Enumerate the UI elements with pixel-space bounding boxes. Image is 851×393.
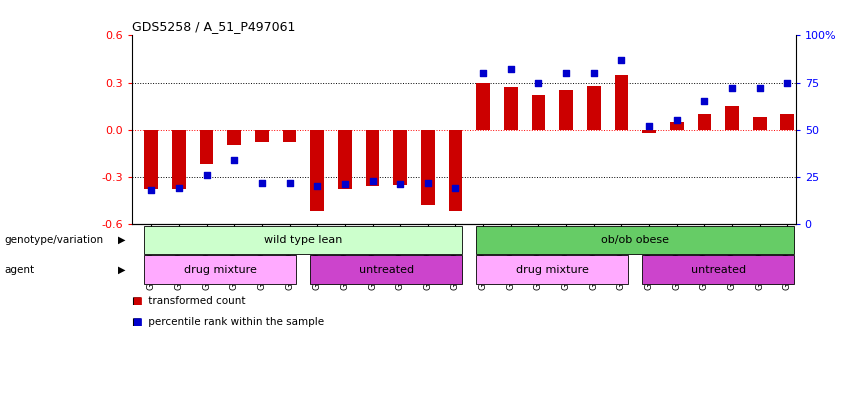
Bar (227, 130, 241, 145)
Text: ▶: ▶ (117, 264, 125, 275)
Point (614, 57, 628, 63)
Bar (477, 83, 490, 130)
Text: wild type lean: wild type lean (264, 235, 343, 245)
Text: genotype/variation: genotype/variation (4, 235, 103, 245)
Text: GDS5258 / A_51_P497061: GDS5258 / A_51_P497061 (132, 20, 295, 33)
Bar (311, 130, 324, 211)
Point (477, 70, 490, 76)
Text: drug mixture: drug mixture (184, 264, 257, 275)
Text: ▶: ▶ (117, 235, 125, 245)
Bar (421, 130, 435, 205)
Bar (338, 130, 351, 189)
Bar (643, 130, 656, 133)
Point (725, 85, 739, 91)
Text: ■  percentile rank within the sample: ■ percentile rank within the sample (132, 317, 324, 327)
Bar (587, 86, 601, 130)
Text: agent: agent (4, 264, 34, 275)
Text: ■: ■ (132, 296, 141, 305)
Point (172, 185, 186, 191)
Bar (200, 130, 214, 164)
Point (255, 179, 269, 185)
Point (753, 85, 767, 91)
Point (504, 66, 517, 72)
Point (780, 79, 794, 86)
Bar (753, 117, 767, 130)
Bar (504, 87, 517, 130)
Point (643, 123, 656, 129)
Point (283, 179, 296, 185)
Bar (366, 130, 380, 186)
Text: untreated: untreated (359, 264, 414, 275)
Point (200, 172, 214, 178)
Point (587, 70, 601, 76)
Bar (145, 130, 158, 189)
Bar (725, 106, 739, 130)
Point (311, 183, 324, 189)
Bar (614, 75, 628, 130)
Point (448, 185, 462, 191)
Bar (780, 114, 794, 130)
Point (366, 178, 380, 184)
Point (698, 98, 711, 105)
Point (559, 70, 573, 76)
Point (145, 187, 158, 193)
Text: ■: ■ (132, 317, 141, 327)
Bar (255, 130, 269, 142)
Point (421, 179, 435, 185)
Bar (172, 130, 186, 189)
Bar (448, 130, 462, 211)
Bar (670, 122, 683, 130)
Bar (559, 90, 573, 130)
Bar (393, 130, 407, 185)
Text: ob/ob obese: ob/ob obese (602, 235, 669, 245)
Bar (698, 114, 711, 130)
Text: ■  transformed count: ■ transformed count (132, 296, 245, 305)
Point (670, 117, 683, 123)
Point (338, 181, 351, 187)
Point (393, 181, 407, 187)
Bar (283, 130, 296, 142)
Text: drug mixture: drug mixture (516, 264, 589, 275)
Text: untreated: untreated (691, 264, 745, 275)
Point (227, 157, 241, 163)
Bar (532, 95, 545, 130)
Point (532, 79, 545, 86)
